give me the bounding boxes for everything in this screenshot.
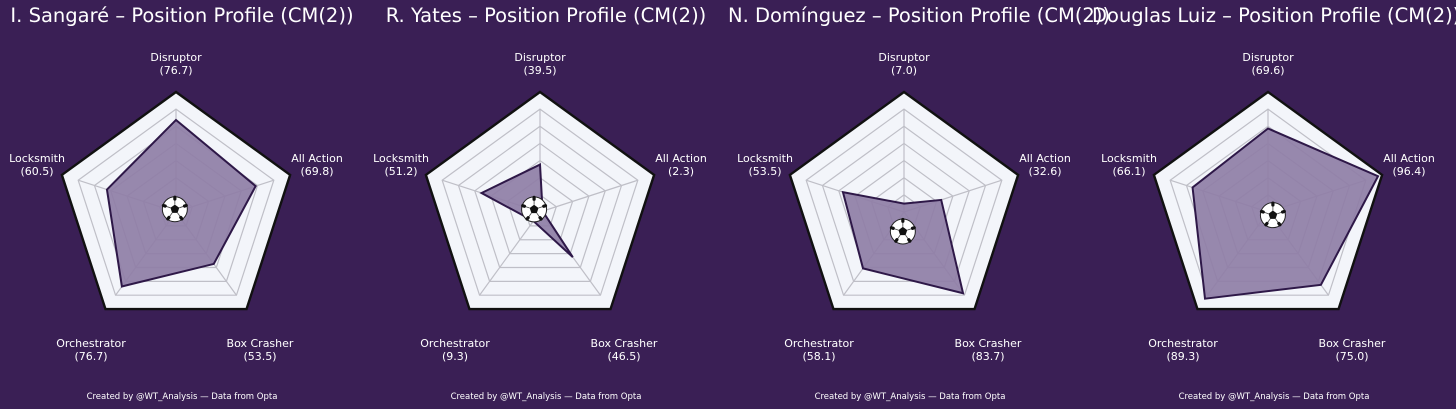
axis-value: (39.5): [523, 63, 557, 77]
radar-outline: [788, 90, 1020, 311]
axis-label-disruptor: Disruptor (39.5): [485, 51, 595, 77]
axis-label-locksmith: Locksmith (51.2): [346, 152, 456, 178]
axis-name: All Action: [1383, 152, 1435, 165]
grid-ring: [474, 142, 606, 269]
axis-value: (46.5): [607, 349, 641, 363]
radar-panel: R. Yates – Position Profile (CM(2)) Disru…: [364, 0, 728, 409]
axis-value: (75.0): [1335, 349, 1369, 363]
axis-label-orchestrator: Orchestrator (58.1): [764, 337, 874, 363]
credit-text: Created by @WT_Analysis — Data from Opta: [450, 392, 642, 402]
grid-ring: [441, 108, 639, 296]
axis-value: (53.5): [243, 349, 277, 363]
axis-label-all-action: All Action (2.3): [626, 152, 736, 178]
axis-name: Orchestrator: [56, 337, 126, 350]
axis-name: Box Crasher: [226, 337, 294, 350]
credit-text: Created by @WT_Analysis — Data from Opta: [1178, 392, 1370, 402]
axis-value: (32.6): [1028, 164, 1062, 178]
axis-value: (60.5): [20, 164, 54, 178]
axis-name: Locksmith: [9, 152, 65, 165]
axis-label-disruptor: Disruptor (7.0): [849, 51, 959, 77]
axis-label-locksmith: Locksmith (60.5): [0, 152, 92, 178]
axis-value: (58.1): [802, 349, 836, 363]
radar-svg: [788, 90, 1020, 311]
axis-value: (7.0): [890, 63, 918, 77]
axis-value: (9.3): [441, 349, 469, 363]
chart-title: R. Yates – Position Profile (CM(2)): [385, 4, 707, 27]
axis-name: Orchestrator: [420, 337, 490, 350]
axis-label-box-crasher: Box Crasher (46.5): [569, 337, 679, 363]
axis-value: (69.8): [300, 164, 334, 178]
grid-ring: [821, 125, 987, 282]
axis-label-disruptor: Disruptor (69.6): [1213, 51, 1323, 77]
axis-value: (69.6): [1251, 63, 1285, 77]
axis-value: (83.7): [971, 349, 1005, 363]
grid-spoke: [539, 179, 639, 213]
axis-label-box-crasher: Box Crasher (53.5): [205, 337, 315, 363]
soccer-ball-icon: [161, 195, 188, 223]
axis-name: Box Crasher: [954, 337, 1022, 350]
grid-ring: [805, 108, 1003, 296]
axis-name: All Action: [291, 152, 343, 165]
radar-svg: [60, 90, 292, 311]
axis-name: Box Crasher: [590, 337, 658, 350]
soccer-ball-icon: [889, 217, 916, 245]
axis-value: (76.7): [74, 349, 108, 363]
axis-value: (51.2): [384, 164, 418, 178]
axis-value: (66.1): [1112, 164, 1146, 178]
axis-value: (89.3): [1166, 349, 1200, 363]
credit-text: Created by @WT_Analysis — Data from Opta: [86, 392, 278, 402]
axis-name: Disruptor: [878, 51, 930, 64]
axis-value: (96.4): [1392, 164, 1426, 178]
axis-value: (2.3): [667, 164, 695, 178]
grid-ring: [77, 108, 275, 296]
radar-panel: I. Sangaré – Position Profile (CM(2)) Dis…: [0, 0, 364, 409]
axis-label-all-action: All Action (32.6): [990, 152, 1100, 178]
grid-spoke: [479, 211, 541, 296]
axis-label-orchestrator: Orchestrator (89.3): [1128, 337, 1238, 363]
axis-name: Box Crasher: [1318, 337, 1386, 350]
credit-text: Created by @WT_Analysis — Data from Opta: [814, 392, 1006, 402]
chart-title: Douglas Luiz – Position Profile (CM(2)): [1092, 4, 1456, 27]
axis-label-all-action: All Action (69.8): [262, 152, 372, 178]
axis-value: (53.5): [748, 164, 782, 178]
axis-name: Orchestrator: [784, 337, 854, 350]
grid-ring: [457, 125, 623, 282]
axis-label-orchestrator: Orchestrator (9.3): [400, 337, 510, 363]
axis-name: Locksmith: [373, 152, 429, 165]
axis-label-box-crasher: Box Crasher (75.0): [1297, 337, 1407, 363]
radar-outline: [424, 90, 656, 311]
axis-name: All Action: [655, 152, 707, 165]
soccer-ball-icon: [1259, 201, 1286, 229]
radar-outline: [1152, 90, 1384, 311]
axis-name: Orchestrator: [1148, 337, 1218, 350]
axis-label-orchestrator: Orchestrator (76.7): [36, 337, 146, 363]
axis-label-disruptor: Disruptor (76.7): [121, 51, 231, 77]
radar-svg: [424, 90, 656, 311]
radar-svg: [1152, 90, 1384, 311]
radar-outline: [60, 90, 292, 311]
axis-name: Disruptor: [514, 51, 566, 64]
axis-name: Disruptor: [150, 51, 202, 64]
axis-label-locksmith: Locksmith (66.1): [1074, 152, 1184, 178]
chart-title: N. Domínguez – Position Profile (CM(2)): [728, 4, 1111, 27]
axis-name: Disruptor: [1242, 51, 1294, 64]
axis-value: (76.7): [159, 63, 193, 77]
axis-name: All Action: [1019, 152, 1071, 165]
axis-name: Locksmith: [1101, 152, 1157, 165]
chart-title: I. Sangaré – Position Profile (CM(2)): [10, 4, 354, 27]
axis-name: Locksmith: [737, 152, 793, 165]
soccer-ball-icon: [521, 195, 548, 223]
axis-label-locksmith: Locksmith (53.5): [710, 152, 820, 178]
axis-label-all-action: All Action (96.4): [1354, 152, 1456, 178]
radar-panel: Douglas Luiz – Position Profile (CM(2)) D…: [1092, 0, 1456, 409]
radar-panel: N. Domínguez – Position Profile (CM(2)) D…: [728, 0, 1111, 409]
axis-label-box-crasher: Box Crasher (83.7): [933, 337, 1043, 363]
